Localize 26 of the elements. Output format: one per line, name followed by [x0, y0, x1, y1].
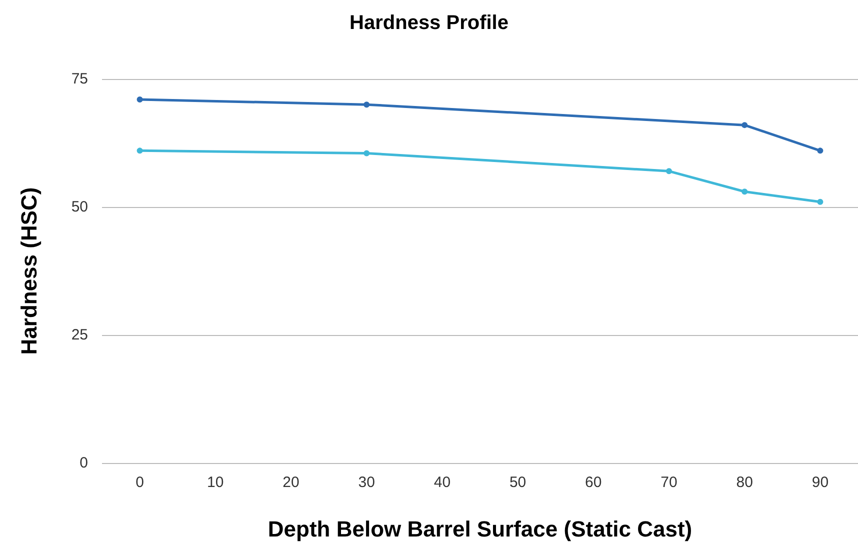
point [742, 122, 748, 128]
point [364, 102, 370, 108]
x-tick-label: 50 [509, 474, 526, 491]
y-tick-label: 50 [71, 198, 88, 216]
y-tick-label: 25 [71, 326, 88, 344]
point [817, 148, 824, 154]
chart-title: Hardness Profile [350, 12, 508, 34]
point [666, 168, 672, 174]
point [742, 188, 748, 195]
x-tick-label: 10 [207, 474, 224, 491]
x-tick-label: 30 [358, 474, 375, 491]
point [364, 150, 370, 156]
x-axis-title: Depth Below Barrel Surface (Static Cast) [268, 516, 692, 542]
y-tick-label: 0 [80, 454, 88, 472]
y-axis-title: Hardness (HSC) [16, 187, 42, 355]
x-tick-label: 20 [282, 474, 300, 491]
x-tick-label: 80 [736, 474, 753, 491]
x-tick-label: 60 [585, 474, 602, 491]
point [817, 198, 824, 205]
x-tick-label: 0 [136, 474, 144, 491]
x-tick-label: 70 [660, 474, 678, 491]
y-tick-label: 75 [71, 70, 88, 88]
point [136, 96, 143, 102]
point [136, 148, 143, 154]
x-tick-label: 90 [812, 474, 829, 491]
x-tick-label: 40 [434, 474, 451, 491]
